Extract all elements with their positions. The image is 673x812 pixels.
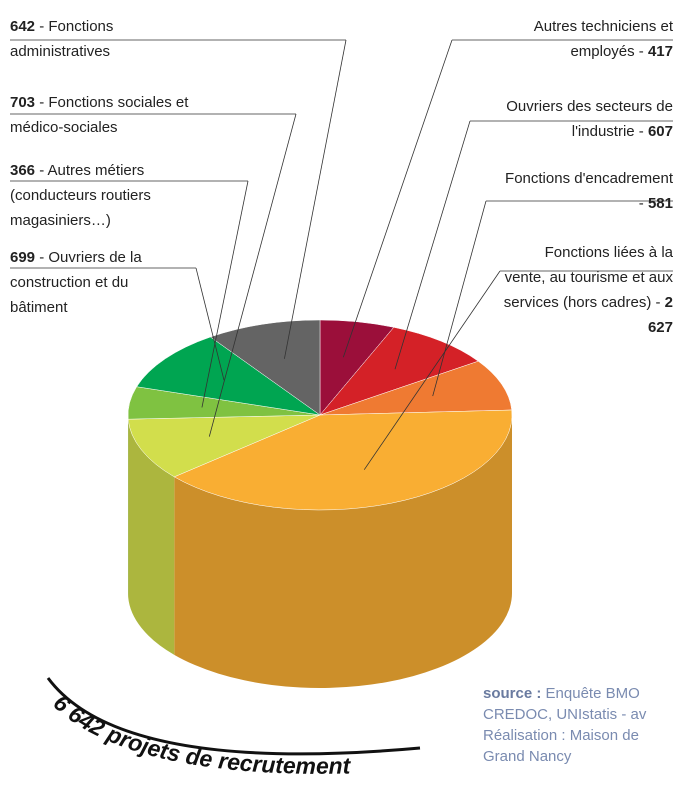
leader-line bbox=[432, 200, 487, 397]
source-line: Grand Nancy bbox=[483, 748, 572, 765]
source-line: Réalisation : Maison de bbox=[483, 727, 639, 744]
slice bbox=[319, 360, 513, 416]
source: source : Enquête BMO CREDOC, UNIstatis - … bbox=[483, 683, 646, 767]
category-label: Autres techniciens et employés - bbox=[533, 18, 673, 60]
slice-label: Ouvriers des secteurs de l'industrie - 6… bbox=[473, 94, 673, 144]
total-text: 6 642 projets de recrutement bbox=[49, 689, 352, 779]
slice-label: 366 - Autres métiers (conducteurs routie… bbox=[10, 158, 200, 233]
source-line: Enquête BMO bbox=[545, 685, 640, 702]
category-label: - Ouvriers de la construction et du bâti… bbox=[10, 249, 142, 316]
leader-line bbox=[208, 113, 297, 437]
slice bbox=[136, 336, 321, 416]
slice-label: 703 - Fonctions sociales et médico-socia… bbox=[10, 90, 240, 140]
leader-line bbox=[284, 39, 347, 359]
leader-line bbox=[342, 39, 453, 358]
value-label: 699 bbox=[10, 249, 36, 266]
slice-label: 642 - Fonctions administratives bbox=[10, 14, 210, 64]
category-label: Fonctions liées à la vente, au tourisme … bbox=[503, 244, 673, 311]
leader-line bbox=[195, 267, 225, 381]
slice-label: Fonctions d'encadrement - 581 bbox=[503, 166, 673, 216]
category-label: - Autres métiers (conducteurs routiers m… bbox=[10, 162, 151, 229]
leader-line bbox=[201, 180, 249, 408]
value-label: 2 627 bbox=[647, 294, 673, 336]
slice-side bbox=[128, 419, 175, 655]
total-label: 6 642 projets de recrutement bbox=[49, 689, 352, 779]
slice bbox=[319, 327, 479, 416]
slice-side bbox=[174, 415, 512, 689]
source-label: source : bbox=[483, 685, 542, 702]
category-label: Fonctions d'encadrement - bbox=[505, 170, 673, 212]
slice bbox=[209, 319, 321, 416]
source-line: CREDOC, UNIstatis - av bbox=[483, 706, 647, 723]
slice bbox=[127, 414, 321, 478]
value-label: 581 bbox=[647, 195, 673, 212]
slice-label: Autres techniciens et employés - 417 bbox=[493, 14, 673, 64]
slice bbox=[173, 409, 513, 511]
category-label: - Fonctions administratives bbox=[10, 18, 114, 60]
value-label: 703 bbox=[10, 94, 36, 111]
slice-label: 699 - Ouvriers de la construction et du … bbox=[10, 245, 180, 320]
value-label: 642 bbox=[10, 18, 36, 35]
value-label: 366 bbox=[10, 162, 36, 179]
value-label: 607 bbox=[647, 123, 673, 140]
slice-label: Fonctions liées à la vente, au tourisme … bbox=[503, 240, 673, 340]
leader-line bbox=[394, 120, 471, 370]
category-label: Ouvriers des secteurs de l'industrie - bbox=[506, 98, 673, 140]
value-label: 417 bbox=[647, 43, 673, 60]
arc-line bbox=[46, 677, 421, 756]
category-label: - Fonctions sociales et médico-sociales bbox=[10, 94, 189, 136]
leader-line bbox=[363, 270, 501, 470]
